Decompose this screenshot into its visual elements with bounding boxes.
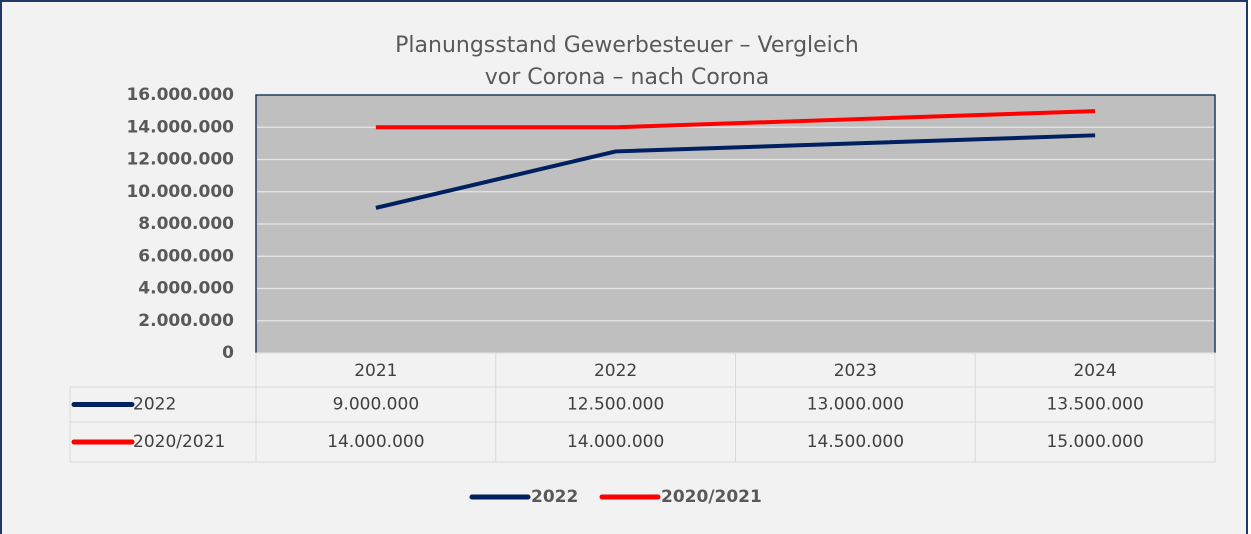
table-cell: 13.500.000 [1046, 395, 1143, 415]
series-line [375, 109, 1096, 130]
table-bg [69, 386, 257, 463]
y-tick-label: 12.000.000 [126, 150, 234, 170]
table-cell: 12.500.000 [567, 395, 664, 415]
y-tick-label: 8.000.000 [138, 214, 234, 234]
y-tick-label: 6.000.000 [138, 246, 234, 266]
y-tick-label: 4.000.000 [138, 279, 234, 299]
y-tick-label: 14.000.000 [126, 117, 234, 137]
chart-title: Planungsstand Gewerbesteuer – Vergleich [395, 33, 859, 58]
legend-label: 2020/2021 [661, 487, 762, 507]
table-cell: 9.000.000 [333, 395, 420, 415]
series-line [375, 133, 1096, 210]
table-cell: 13.000.000 [807, 395, 904, 415]
table-row-label: 2022 [133, 395, 176, 415]
x-tick-label: 2021 [354, 361, 397, 381]
table-row-label: 2020/2021 [133, 432, 225, 452]
table-cell: 14.000.000 [567, 432, 664, 452]
table-cell: 14.500.000 [807, 432, 904, 452]
legend-label: 2022 [531, 487, 578, 507]
x-tick-label: 2024 [1073, 361, 1116, 381]
y-tick-label: 2.000.000 [138, 311, 234, 331]
plot-border [255, 94, 1216, 353]
y-tick-label: 0 [222, 343, 234, 363]
x-tick-label: 2022 [594, 361, 637, 381]
y-tick-label: 16.000.000 [126, 85, 234, 105]
x-tick-label: 2023 [834, 361, 877, 381]
y-tick-label: 10.000.000 [126, 182, 234, 202]
chart-title: vor Corona – nach Corona [485, 65, 770, 90]
table-cell: 14.000.000 [327, 432, 424, 452]
table-cell: 15.000.000 [1046, 432, 1143, 452]
